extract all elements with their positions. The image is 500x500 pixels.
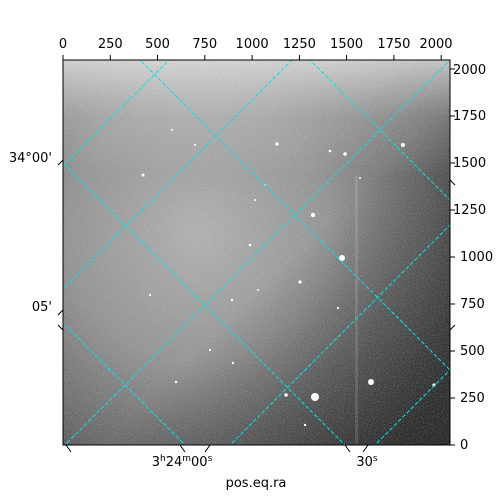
top-tick-label: 1750 — [377, 37, 410, 52]
star — [231, 361, 235, 365]
top-tick-label: 2000 — [419, 37, 452, 52]
right-tick-label: 1250 — [453, 203, 486, 218]
x-axis-title: pos.eq.ra — [226, 476, 287, 491]
star — [368, 379, 374, 385]
star — [336, 306, 340, 310]
top-tick-label: 250 — [98, 37, 123, 52]
star — [310, 212, 316, 218]
star — [284, 393, 288, 397]
top-tick-label: 1000 — [236, 37, 269, 52]
right-tick-label: 0 — [460, 438, 468, 453]
star — [141, 173, 145, 177]
star — [343, 152, 347, 156]
star — [311, 393, 319, 401]
stars — [141, 129, 436, 427]
top-tick-label: 750 — [192, 37, 217, 52]
right-tick-label: 250 — [460, 391, 485, 406]
right-tick-label: 750 — [460, 297, 485, 312]
right-tick-label: 1000 — [460, 250, 493, 265]
dec-tick-label: 34°00' — [9, 151, 52, 166]
star — [248, 243, 252, 247]
plot-frame — [62, 59, 451, 446]
right-tick-label: 2000 — [453, 63, 486, 78]
star — [298, 280, 302, 284]
star — [254, 199, 256, 201]
star — [303, 423, 307, 427]
right-tick-label: 500 — [460, 344, 485, 359]
star — [208, 348, 212, 352]
top-tick-label: 500 — [145, 37, 170, 52]
star — [174, 380, 178, 384]
star — [339, 255, 345, 261]
star — [171, 129, 173, 131]
star — [194, 144, 196, 146]
top-tick-label: 1500 — [330, 37, 363, 52]
right-pixel-axis — [450, 68, 455, 446]
star — [328, 149, 332, 153]
dec-tick-label: 05' — [32, 300, 52, 315]
top-tick-label: 1250 — [283, 37, 316, 52]
ra-tick-label: 3h24m00s — [152, 454, 213, 470]
star — [230, 298, 234, 302]
star — [359, 177, 361, 179]
star — [401, 143, 405, 147]
top-pixel-axis — [62, 55, 442, 60]
wcs-ticks — [57, 159, 456, 453]
star — [148, 293, 152, 297]
ra-tick-label: 30s — [356, 454, 378, 470]
right-tick-label: 1750 — [453, 109, 486, 124]
star — [257, 289, 259, 291]
right-tick-label: 1500 — [453, 156, 486, 171]
top-tick-label: 0 — [59, 37, 67, 52]
detector-column-artifact — [355, 175, 358, 445]
star — [275, 142, 279, 146]
